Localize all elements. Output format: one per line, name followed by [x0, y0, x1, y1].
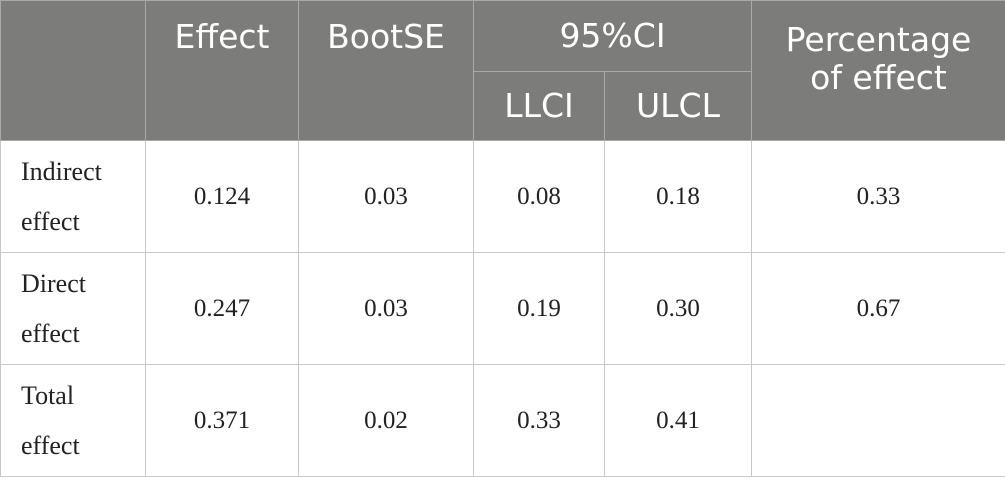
row-label-line2: effect: [21, 430, 80, 460]
header-row-top: Effect BootSE 95%CI Percentage of effect: [0, 0, 1005, 141]
header-ulcl: ULCL: [604, 71, 752, 141]
header-percentage-line1: Percentage: [785, 20, 972, 59]
cell-ulcl: 0.30: [604, 252, 752, 365]
header-95ci: 95%CI: [473, 0, 752, 72]
mediation-results-table: Effect BootSE 95%CI Percentage of effect…: [0, 0, 1005, 477]
table-header: Effect BootSE 95%CI Percentage of effect…: [0, 0, 1005, 141]
header-empty-corner: [0, 0, 146, 141]
cell-percentage: 0.67: [751, 252, 1005, 365]
table-row: Direct effect 0.247 0.03 0.19 0.30 0.67: [0, 252, 1005, 365]
cell-bootse: 0.02: [298, 364, 474, 477]
cell-llci: 0.08: [473, 140, 605, 253]
cell-bootse: 0.03: [298, 252, 474, 365]
header-llci: LLCI: [473, 71, 605, 141]
row-label-line2: effect: [21, 206, 80, 236]
cell-effect: 0.124: [145, 140, 299, 253]
row-label-line2: effect: [21, 318, 80, 348]
row-label-line1: Total: [21, 380, 75, 410]
cell-llci: 0.19: [473, 252, 605, 365]
header-percentage-line2: of effect: [810, 58, 947, 97]
cell-effect: 0.247: [145, 252, 299, 365]
cell-ulcl: 0.41: [604, 364, 752, 477]
row-label-line1: Direct: [21, 268, 86, 298]
table-row: Total effect 0.371 0.02 0.33 0.41: [0, 364, 1005, 477]
row-label-line1: Indirect: [21, 156, 102, 186]
row-label: Total effect: [0, 364, 146, 477]
header-percentage-of-effect: Percentage of effect: [751, 0, 1005, 141]
cell-percentage: 0.33: [751, 140, 1005, 253]
cell-llci: 0.33: [473, 364, 605, 477]
cell-effect: 0.371: [145, 364, 299, 477]
cell-percentage: [751, 364, 1005, 477]
header-effect: Effect: [145, 0, 299, 141]
row-label: Indirect effect: [0, 140, 146, 253]
table-body: Indirect effect 0.124 0.03 0.08 0.18 0.3…: [0, 140, 1005, 477]
header-bootse: BootSE: [298, 0, 474, 141]
cell-bootse: 0.03: [298, 140, 474, 253]
cell-ulcl: 0.18: [604, 140, 752, 253]
table-row: Indirect effect 0.124 0.03 0.08 0.18 0.3…: [0, 140, 1005, 253]
row-label: Direct effect: [0, 252, 146, 365]
header-row-bottom: LLCI ULCL: [1, 71, 1005, 141]
